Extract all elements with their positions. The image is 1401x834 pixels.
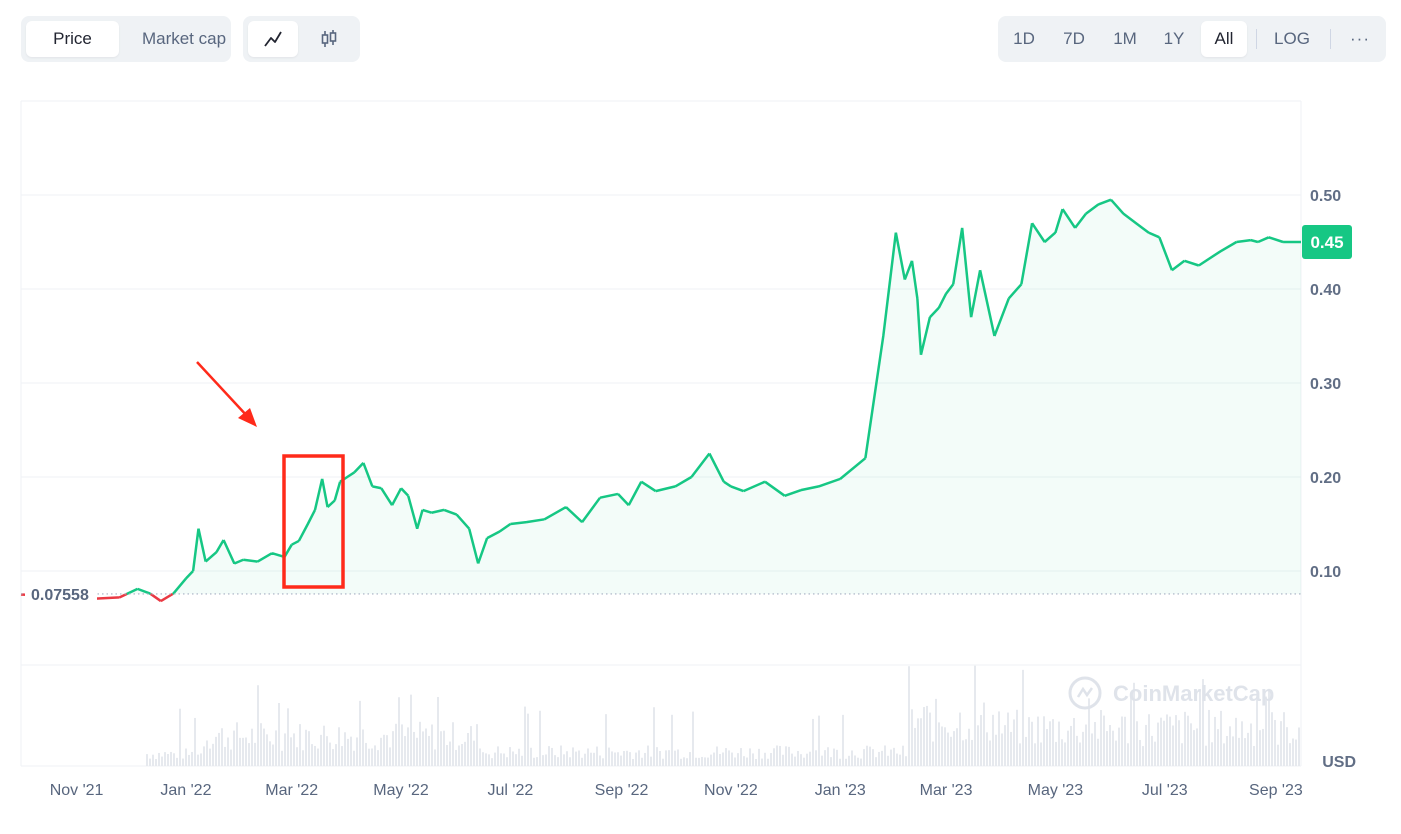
log-divider — [1330, 29, 1331, 49]
y-tick-label: 0.20 — [1310, 470, 1341, 487]
candlestick-icon — [321, 30, 337, 47]
highlight-box — [282, 454, 345, 589]
y-tick-label: 0.10 — [1310, 564, 1341, 581]
y-axis: 0.10 0.20 0.30 0.40 0.50 — [1310, 188, 1341, 581]
price-line-above-baseline — [126, 198, 1301, 596]
range-1y[interactable]: 1Y — [1163, 29, 1185, 48]
candlestick-button[interactable] — [304, 21, 354, 57]
range-toggle: 1D 7D 1M 1Y All LOG ··· — [998, 16, 1386, 62]
volume-bars — [146, 665, 1300, 766]
x-tick-label: Jul '23 — [1142, 782, 1188, 799]
tab-price[interactable]: Price — [26, 21, 119, 57]
currency-label: USD — [1322, 754, 1356, 771]
y-tick-label: 0.40 — [1310, 282, 1341, 299]
x-tick-label: May '22 — [373, 782, 429, 799]
x-tick-label: Nov '21 — [50, 782, 104, 799]
baseline-label: 0.07558 — [31, 587, 89, 604]
baseline-label-bg — [25, 583, 97, 604]
current-price-label: 0.45 — [1310, 233, 1343, 252]
x-tick-label: Jul '22 — [488, 782, 534, 799]
range-divider — [1256, 29, 1257, 49]
log-scale-button[interactable]: LOG — [1274, 29, 1310, 48]
range-1m[interactable]: 1M — [1113, 29, 1137, 48]
x-tick-label: Nov '22 — [704, 782, 758, 799]
x-tick-label: Sep '22 — [595, 782, 649, 799]
x-tick-label: Mar '23 — [920, 782, 973, 799]
watermark-text: CoinMarketCap — [1113, 681, 1274, 706]
x-axis: Nov '21 Jan '22 Mar '22 May '22 Jul '22 Sep '… — [50, 782, 1303, 799]
range-1d[interactable]: 1D — [1013, 29, 1035, 48]
x-tick-label: Jan '23 — [815, 782, 866, 799]
x-tick-label: May '23 — [1028, 782, 1084, 799]
range-7d[interactable]: 7D — [1063, 29, 1085, 48]
coinmarketcap-logo-icon — [1068, 676, 1102, 710]
y-tick-label: 0.50 — [1310, 188, 1341, 205]
line-chart-icon — [264, 31, 282, 47]
more-options-button[interactable]: ··· — [1350, 29, 1370, 48]
annotation-arrow — [196, 361, 249, 418]
arrow-head-icon — [238, 408, 257, 427]
grid-lines — [21, 100, 1301, 572]
x-tick-label: Sep '23 — [1249, 782, 1303, 799]
y-tick-label: 0.30 — [1310, 376, 1341, 393]
range-all[interactable]: All — [1201, 21, 1247, 57]
x-tick-label: Jan '22 — [160, 782, 211, 799]
metric-toggle: Price Market cap — [21, 16, 231, 62]
chart-type-toggle — [243, 16, 360, 62]
watermark: CoinMarketCap — [1068, 676, 1274, 710]
current-price-badge — [1302, 225, 1352, 259]
x-tick-label: Mar '22 — [265, 782, 318, 799]
line-chart-button[interactable] — [248, 21, 298, 57]
annotation — [196, 361, 345, 589]
price-area-fill — [21, 199, 1301, 594]
tab-market-cap[interactable]: Market cap — [141, 29, 227, 48]
